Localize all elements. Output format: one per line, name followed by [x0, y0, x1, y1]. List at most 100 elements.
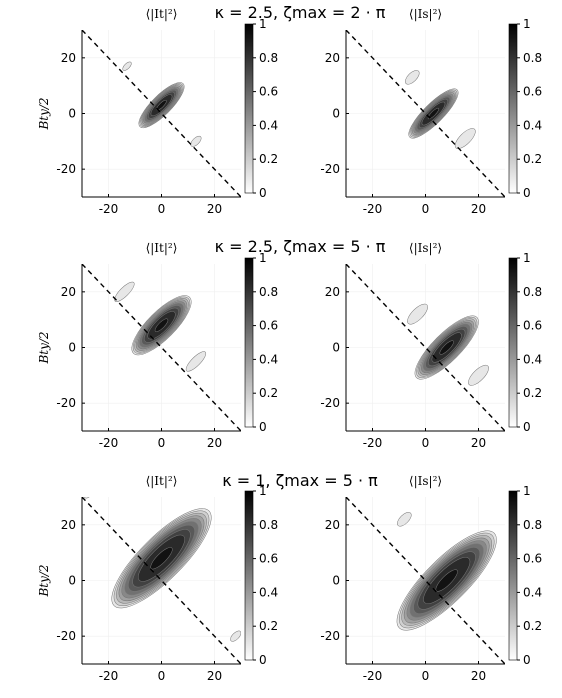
- y-tick-label: 20: [325, 51, 340, 65]
- y-axis-label: Bty/2: [37, 564, 51, 597]
- contour-layer: [82, 264, 241, 431]
- panel-title: ⟨|It|²⟩: [146, 474, 178, 488]
- y-tick-label: -20: [56, 162, 76, 176]
- colorbar-tick-label: 0.2: [523, 152, 542, 166]
- colorbar: [244, 23, 254, 194]
- colorbar-tick-label: 1: [259, 251, 267, 265]
- contour-level: [122, 61, 132, 71]
- panel-5: -20 0 20 20 0 -20 ⟨|It|²⟩ Bty/2 1 0.8 0.6 0.4 0.2 0: [37, 474, 278, 683]
- x-tick-label: 20: [471, 669, 486, 683]
- contour-blob-1: [138, 82, 185, 129]
- y-tick-label: -20: [320, 629, 340, 643]
- dashed-diagonal-line: [346, 30, 505, 197]
- colorbar-tick-label: 0: [259, 186, 267, 200]
- colorbar-tick-label: 0.8: [523, 51, 542, 65]
- colorbar-tick-label: 0.2: [523, 619, 542, 633]
- contour-level: [397, 512, 412, 527]
- dashed-diagonal-line: [346, 264, 505, 431]
- colorbar-tick-label: 0: [259, 420, 267, 434]
- colorbar-tick-label: 0.4: [259, 118, 278, 132]
- x-tick-label: 0: [158, 669, 166, 683]
- contour-layer: [82, 30, 241, 197]
- contour-blob-3: [468, 364, 489, 386]
- x-tick-label: -20: [363, 669, 383, 683]
- colorbar-tick-label: 0.2: [259, 152, 278, 166]
- contour-level: [83, 497, 92, 499]
- colorbar: [508, 257, 518, 428]
- y-tick-label: 0: [332, 341, 340, 355]
- colorbar-tick-label: 0: [259, 653, 267, 667]
- contour-blob-2: [407, 303, 428, 325]
- y-tick-label: 20: [61, 51, 76, 65]
- contour-blob-2: [122, 61, 132, 71]
- panel-2: -20 0 20 20 0 -20 ⟨|Is|²⟩ 1 0.8 0.6 0.4 0.2 0: [320, 7, 542, 216]
- contour-layer: [346, 264, 505, 431]
- contour-level: [407, 303, 428, 325]
- y-tick-label: 0: [68, 574, 76, 588]
- x-tick-label: 20: [471, 202, 486, 216]
- panel-6: -20 0 20 20 0 -20 ⟨|Is|²⟩ 1 0.8 0.6 0.4 0.2 0: [320, 474, 542, 683]
- colorbar-tick-label: 0.8: [523, 518, 542, 532]
- contour-level: [114, 281, 135, 302]
- dashed-diagonal-line: [82, 264, 241, 431]
- y-tick-label: -20: [320, 396, 340, 410]
- colorbar-tick-label: 0.6: [259, 552, 278, 566]
- contour-level: [154, 318, 169, 332]
- colorbar: [244, 490, 254, 661]
- x-tick-label: -20: [99, 436, 119, 450]
- y-tick-label: -20: [320, 162, 340, 176]
- panels: -20 0 20 20 0 -20 ⟨|It|²⟩ Bty/2 1 0.8 0.6 0.4 0.2 0 -2…: [37, 7, 542, 683]
- contour-blob-3: [230, 630, 241, 642]
- contour-blob-3: [185, 351, 207, 372]
- x-tick-label: -20: [99, 669, 119, 683]
- colorbar-tick-label: 0.6: [259, 85, 278, 99]
- x-tick-label: 0: [422, 202, 430, 216]
- x-tick-label: 20: [471, 436, 486, 450]
- panel-3: -20 0 20 20 0 -20 ⟨|It|²⟩ Bty/2 1 0.8 0.6 0.4 0.2 0: [37, 241, 278, 450]
- contour-layer: [346, 30, 505, 197]
- contour-level: [185, 351, 207, 372]
- x-tick-label: 0: [158, 436, 166, 450]
- y-tick-label: 20: [325, 285, 340, 299]
- contour-blob-1: [396, 530, 497, 631]
- panel-title: ⟨|Is|²⟩: [409, 7, 442, 21]
- contour-blob-1: [414, 315, 479, 380]
- colorbar-tick-label: 1: [259, 484, 267, 498]
- contour-blob-2: [405, 70, 420, 85]
- x-tick-label: -20: [99, 202, 119, 216]
- panel-4: -20 0 20 20 0 -20 ⟨|Is|²⟩ 1 0.8 0.6 0.4 0.2 0: [320, 241, 542, 450]
- y-tick-label: 20: [61, 285, 76, 299]
- colorbar-tick-label: 1: [523, 484, 531, 498]
- contour-level: [427, 107, 440, 120]
- y-axis-label: Bty/2: [37, 97, 51, 130]
- colorbar-tick-label: 0: [523, 186, 531, 200]
- y-tick-label: 0: [68, 341, 76, 355]
- x-tick-label: -20: [363, 436, 383, 450]
- x-tick-label: 0: [422, 436, 430, 450]
- contour-level: [230, 630, 241, 642]
- panel-title: ⟨|It|²⟩: [146, 7, 178, 21]
- contour-blob-1: [131, 295, 192, 356]
- colorbar-tick-label: 0: [523, 420, 531, 434]
- row-title-3: κ = 1, ζmax = 5 · π: [222, 471, 378, 490]
- row-title-1: κ = 2.5, ζmax = 2 · π: [215, 3, 386, 22]
- colorbar: [508, 490, 518, 661]
- contour-level: [150, 547, 173, 570]
- colorbar-tick-label: 0: [523, 653, 531, 667]
- contour-level: [468, 364, 489, 386]
- contour-blob-3: [190, 135, 202, 147]
- panel-title: ⟨|Is|²⟩: [409, 241, 442, 255]
- colorbar-tick-label: 0.8: [259, 51, 278, 65]
- contour-level: [454, 128, 476, 149]
- colorbar-tick-label: 0.4: [259, 352, 278, 366]
- colorbar-tick-label: 0.8: [523, 285, 542, 299]
- contour-level: [439, 340, 454, 355]
- contour-blob-2: [83, 497, 92, 499]
- colorbar-tick-label: 0.4: [259, 585, 278, 599]
- colorbar-tick-label: 0.4: [523, 118, 542, 132]
- y-axis-label: Bty/2: [37, 331, 51, 364]
- colorbar-tick-label: 1: [523, 251, 531, 265]
- colorbar-tick-label: 1: [259, 17, 267, 31]
- dashed-diagonal-line: [82, 497, 241, 664]
- y-tick-label: 0: [68, 107, 76, 121]
